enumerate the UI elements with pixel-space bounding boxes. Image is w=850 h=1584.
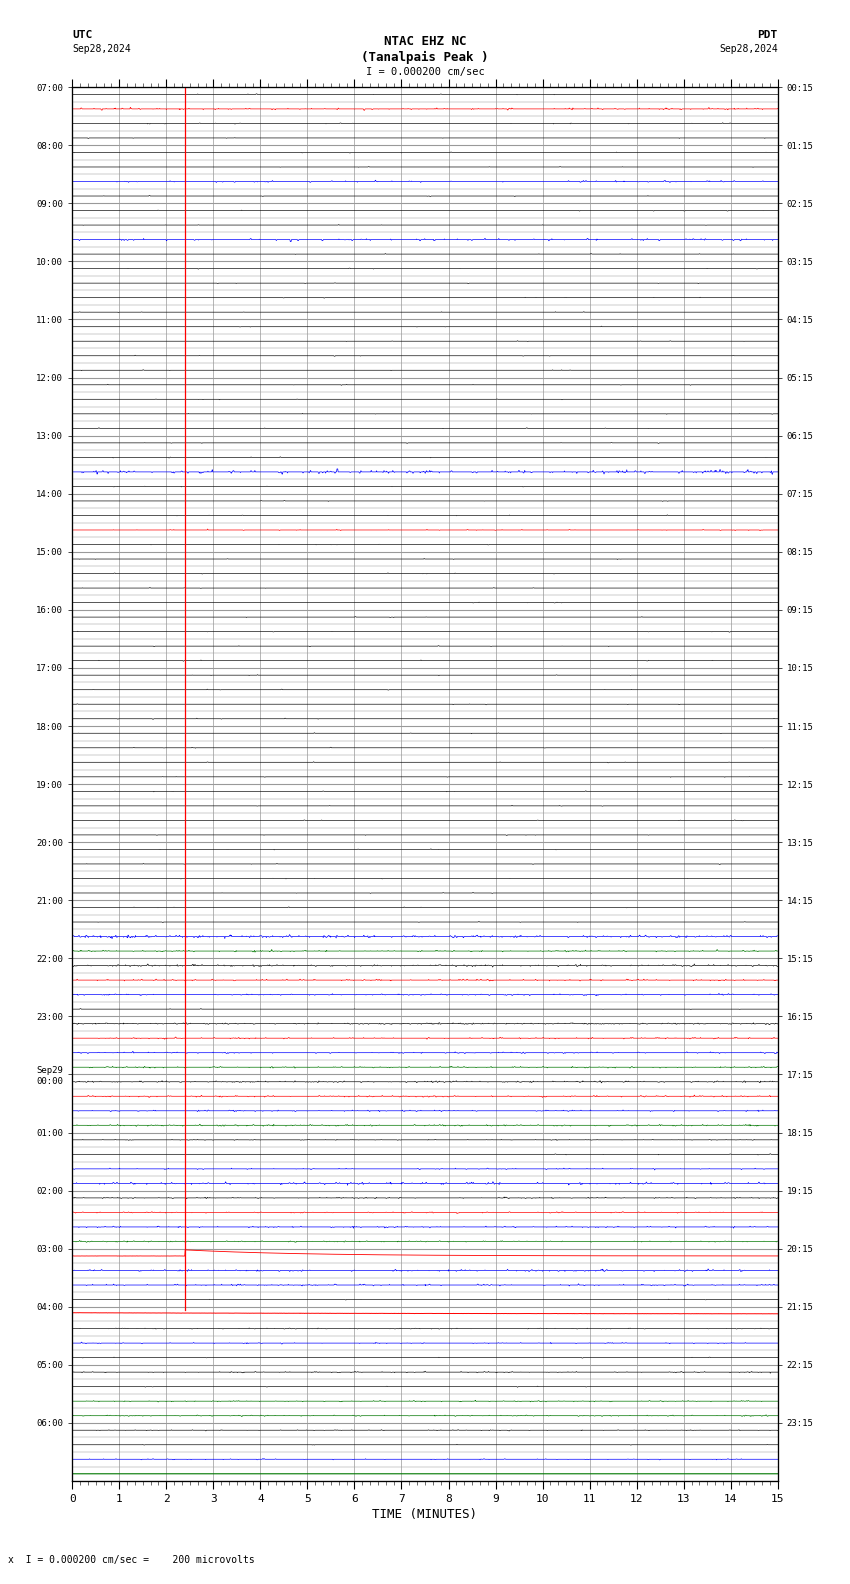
X-axis label: TIME (MINUTES): TIME (MINUTES) bbox=[372, 1508, 478, 1521]
Text: Sep28,2024: Sep28,2024 bbox=[72, 44, 131, 54]
Text: NTAC EHZ NC: NTAC EHZ NC bbox=[383, 35, 467, 48]
Text: PDT: PDT bbox=[757, 30, 778, 40]
Text: Sep28,2024: Sep28,2024 bbox=[719, 44, 778, 54]
Text: x  I = 0.000200 cm/sec =    200 microvolts: x I = 0.000200 cm/sec = 200 microvolts bbox=[8, 1555, 255, 1565]
Text: I = 0.000200 cm/sec: I = 0.000200 cm/sec bbox=[366, 67, 484, 76]
Text: UTC: UTC bbox=[72, 30, 93, 40]
Text: (Tanalpais Peak ): (Tanalpais Peak ) bbox=[361, 51, 489, 63]
